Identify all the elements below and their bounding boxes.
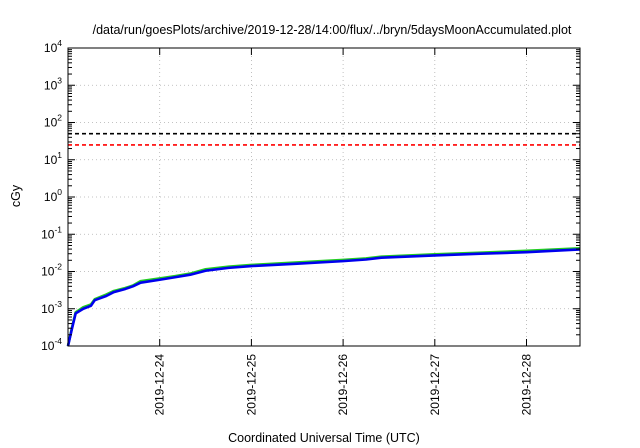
reference-lines bbox=[68, 132, 580, 146]
y-tick-label: 102 bbox=[44, 113, 62, 130]
y-tick-label: 10-1 bbox=[41, 224, 62, 241]
x-tick-labels: 2019-12-24 2019-12-25 2019-12-26 2019-12-27… bbox=[153, 354, 534, 416]
y-tick-label: 10-4 bbox=[41, 336, 62, 353]
series-lines bbox=[66, 246, 581, 347]
x-tick-label: 2019-12-27 bbox=[428, 354, 442, 416]
y-tick-label: 100 bbox=[44, 187, 62, 204]
axis-ticks bbox=[68, 47, 580, 347]
y-tick-label: 103 bbox=[44, 75, 62, 92]
grid bbox=[68, 48, 580, 346]
y-tick-label: 101 bbox=[44, 150, 62, 167]
y-tick-label: 10-3 bbox=[41, 299, 62, 316]
x-tick-label: 2019-12-25 bbox=[244, 354, 258, 416]
chart-title: /data/run/goesPlots/archive/2019-12-28/1… bbox=[93, 23, 572, 37]
y-tick-label: 10-2 bbox=[41, 262, 62, 279]
x-axis-title: Coordinated Universal Time (UTC) bbox=[228, 431, 420, 445]
x-tick-label: 2019-12-24 bbox=[153, 354, 167, 416]
x-tick-label: 2019-12-26 bbox=[336, 354, 350, 416]
y-axis-title: cGy bbox=[9, 184, 23, 207]
series-line-2 bbox=[66, 248, 581, 347]
y-tick-label: 104 bbox=[44, 38, 62, 55]
x-tick-label: 2019-12-28 bbox=[520, 354, 534, 416]
y-tick-labels: 10-4 10-3 10-2 10-1 100 101 102 103 104 bbox=[41, 38, 62, 353]
